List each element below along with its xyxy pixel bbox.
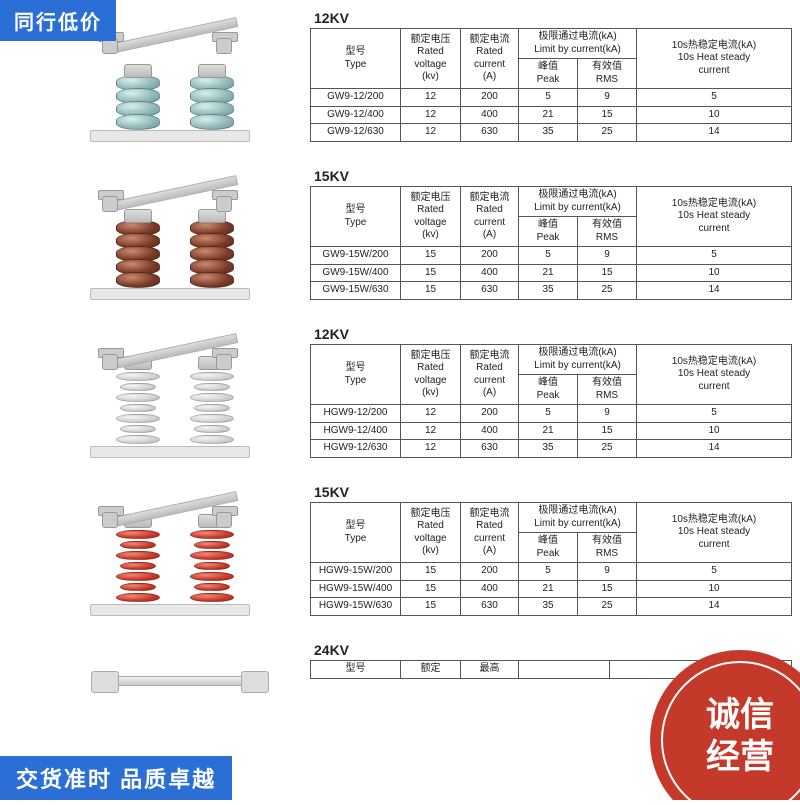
product-image-grey-polymer (12, 326, 302, 476)
product-image-brown (12, 168, 302, 318)
section-title: 15KV (310, 168, 792, 184)
table-row: GW9-15W/40015400211510 (311, 264, 792, 282)
bottom-right-badge: 诚信 经营 (630, 630, 800, 800)
th-heat: 10s热稳定电流(kA)10s Heat steadycurrent (637, 29, 792, 89)
th-current: 额定电流Ratedcurrent(A) (461, 29, 519, 89)
table-row: GW9-12/63012630352514 (311, 124, 792, 142)
spec-table-3: 型号Type 额定电压Ratedvoltage(kv) 额定电流Ratedcur… (310, 344, 792, 458)
catalog-content: 12KV 型号Type 额定电压Ratedvoltage(kv) 额定电流Rat… (0, 0, 800, 730)
section-title: 12KV (310, 10, 792, 26)
badge-text-1: 诚信 (706, 696, 774, 734)
th-limit: 极限通过电流(kA)Limit by current(kA) (519, 29, 637, 59)
table-row: HGW9-12/40012400211510 (311, 422, 792, 440)
th-rms: 有效值RMS (578, 59, 637, 89)
section-15kv-gw9: 15KV 型号Type 额定电压Ratedvoltage(kv) 额定电流Rat… (12, 168, 792, 318)
table-row: GW9-12/20012200595 (311, 89, 792, 107)
top-left-badge: 同行低价 (0, 0, 116, 41)
bottom-left-badge: 交货准时 品质卓越 (0, 756, 232, 800)
spec-table-1: 型号Type 额定电压Ratedvoltage(kv) 额定电流Ratedcur… (310, 28, 792, 142)
table-row: HGW9-15W/20015200595 (311, 563, 792, 581)
product-image-red-polymer (12, 484, 302, 634)
table-row: HGW9-15W/63015630352514 (311, 598, 792, 616)
table-row: HGW9-12/63012630352514 (311, 440, 792, 458)
tbody-1: GW9-12/20012200595GW9-12/40012400211510G… (311, 89, 792, 142)
table-row: GW9-15W/20015200595 (311, 247, 792, 265)
section-15kv-hgw9: 15KV 型号Type 额定电压Ratedvoltage(kv) 额定电流Rat… (12, 484, 792, 634)
th-type: 型号Type (311, 29, 401, 89)
section-12kv-hgw9: 12KV 型号Type 额定电压Ratedvoltage(kv) 额定电流Rat… (12, 326, 792, 476)
table-row: GW9-15W/63015630352514 (311, 282, 792, 300)
section-title: 12KV (310, 326, 792, 342)
th-voltage: 额定电压Ratedvoltage(kv) (401, 29, 461, 89)
table-row: GW9-12/40012400211510 (311, 106, 792, 124)
spec-table-4: 型号Type 额定电压Ratedvoltage(kv) 额定电流Ratedcur… (310, 502, 792, 616)
badge-text-2: 经营 (706, 738, 774, 776)
th-peak: 峰值Peak (519, 59, 578, 89)
table-row: HGW9-15W/40015400211510 (311, 580, 792, 598)
section-12kv-gw9: 12KV 型号Type 额定电压Ratedvoltage(kv) 额定电流Rat… (12, 10, 792, 160)
product-image-handle (12, 642, 302, 722)
spec-table-2: 型号Type 额定电压Ratedvoltage(kv) 额定电流Ratedcur… (310, 186, 792, 300)
table-row: HGW9-12/20012200595 (311, 405, 792, 423)
section-title: 15KV (310, 484, 792, 500)
